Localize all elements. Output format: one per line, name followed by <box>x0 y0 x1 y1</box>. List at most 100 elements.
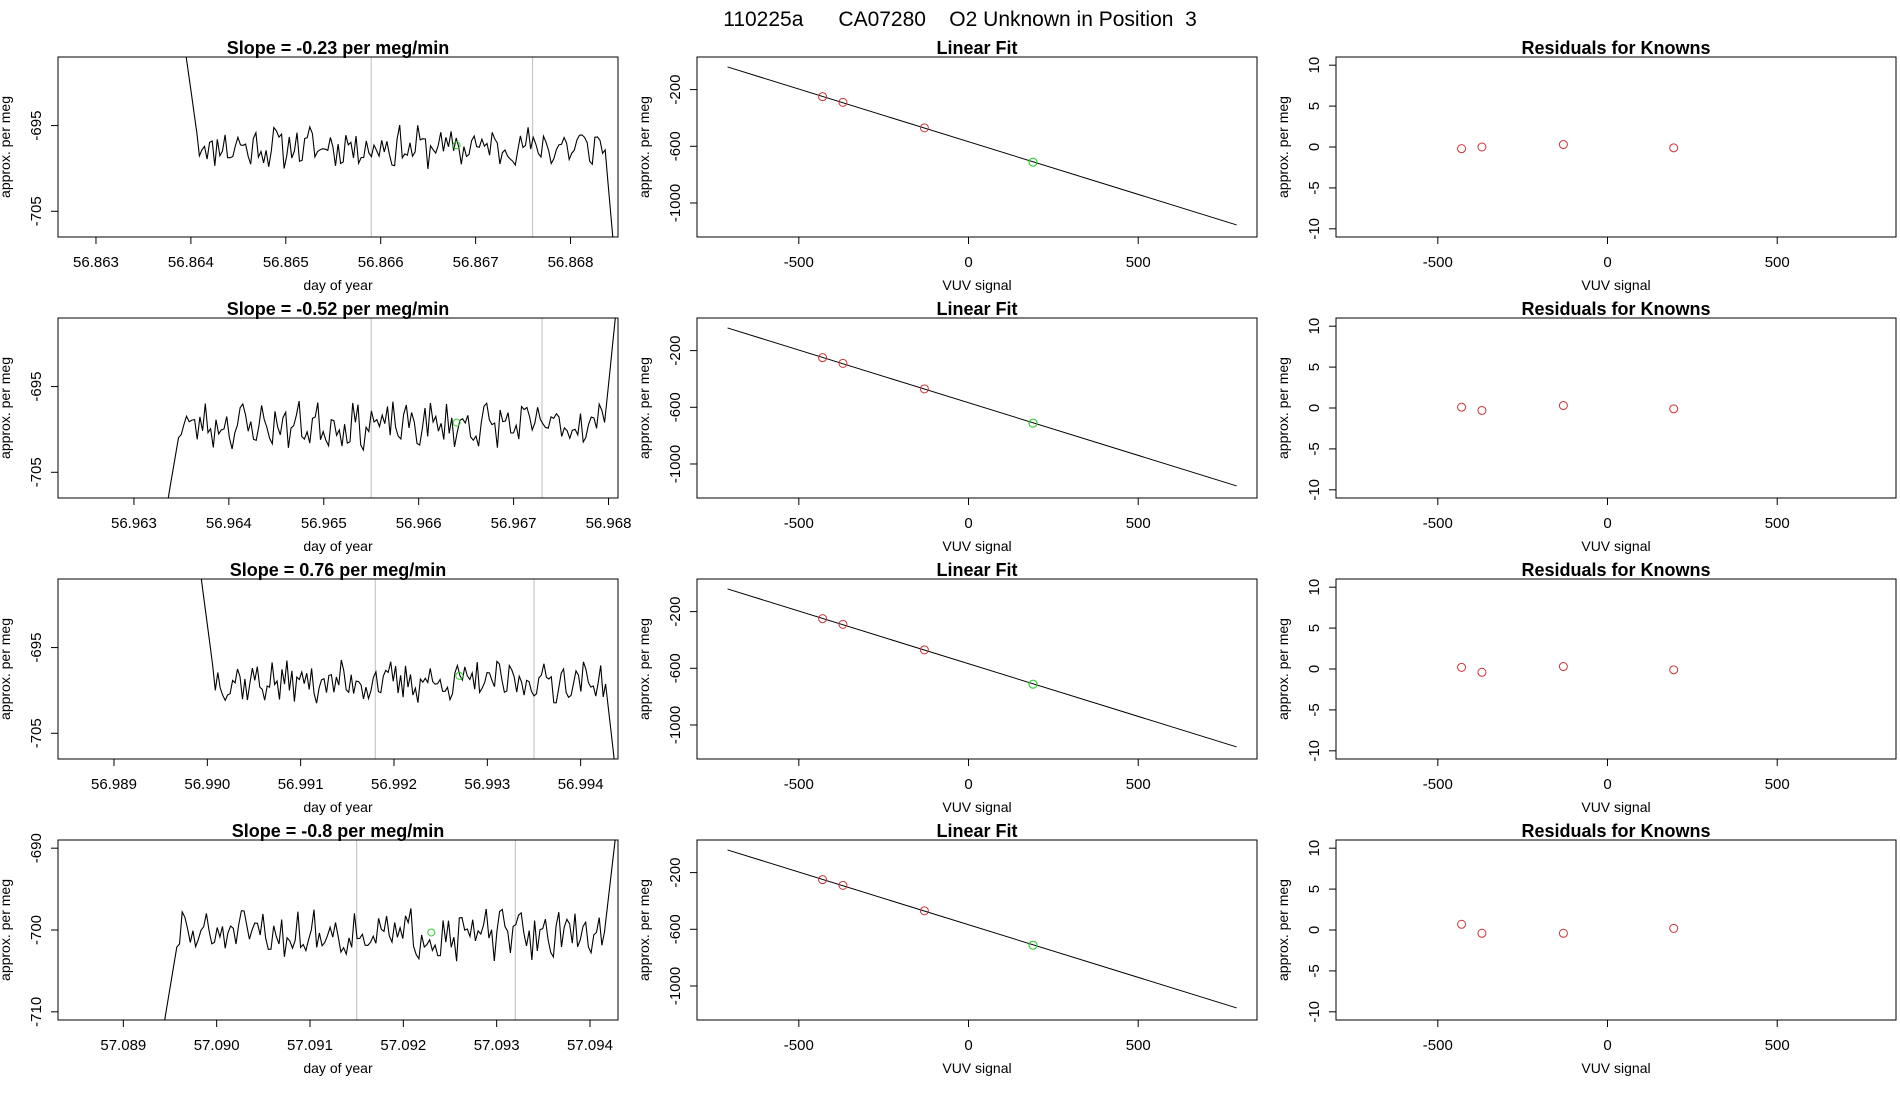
panel-title: Linear Fit <box>936 38 1017 58</box>
panel-title: Slope = 0.76 per meg/min <box>230 560 447 580</box>
x-tick-label: 0 <box>964 515 972 532</box>
x-tick-label: -500 <box>784 1037 814 1054</box>
plot-frame <box>1335 839 1897 1021</box>
plot-data <box>200 579 615 759</box>
x-tick-label: 500 <box>1126 1037 1151 1054</box>
y-tick-label: 0 <box>1306 404 1323 412</box>
panel-title: Linear Fit <box>936 299 1017 319</box>
x-tick-label: 56.868 <box>548 254 594 271</box>
known-standard-point <box>818 353 828 363</box>
x-tick-label: 0 <box>1603 515 1611 532</box>
x-tick-label: -500 <box>1423 515 1453 532</box>
known-standard-point <box>919 645 929 655</box>
y-tick-label: -200 <box>667 597 684 627</box>
plot-data <box>1457 140 1679 154</box>
residual-point <box>1477 667 1487 677</box>
x-tick-label: 56.866 <box>358 254 404 271</box>
plot-data <box>727 849 1237 1009</box>
x-tick-label: 56.968 <box>586 515 632 532</box>
unknown-mean-point <box>455 671 464 680</box>
x-tick-label: 500 <box>1126 254 1151 271</box>
unknown-mean-point <box>452 141 461 150</box>
x-axis-label: VUV signal <box>1581 538 1650 554</box>
x-tick-label: 500 <box>1765 254 1790 271</box>
panel-title: Slope = -0.8 per meg/min <box>232 821 445 841</box>
known-standard-point <box>818 92 828 102</box>
x-tick-label: 56.864 <box>168 254 214 271</box>
x-tick-label: 56.992 <box>371 776 417 793</box>
x-axis-label: VUV signal <box>942 1060 1011 1076</box>
known-standard-point <box>919 123 929 133</box>
y-tick-label: -10 <box>1306 1001 1323 1023</box>
y-tick-label: -10 <box>1306 479 1323 501</box>
x-tick-label: 57.092 <box>380 1037 426 1054</box>
x-tick-label: 500 <box>1765 515 1790 532</box>
residual-point <box>1669 143 1679 153</box>
y-axis-label: approx. per meg <box>636 879 652 981</box>
x-tick-label: 56.991 <box>278 776 324 793</box>
time-series-panel: Slope = -0.8 per meg/min day of year appro… <box>0 821 619 1076</box>
unknown-sample-point <box>1028 157 1038 167</box>
plot-frame <box>1335 578 1897 760</box>
plot-data <box>1457 662 1679 677</box>
y-tick-label: -1000 <box>667 967 684 1005</box>
residual-point <box>1669 923 1679 933</box>
known-standard-point <box>838 97 848 107</box>
y-tick-label: -705 <box>28 196 45 226</box>
panel-title: Slope = -0.52 per meg/min <box>227 299 450 319</box>
unknown-sample-point <box>1028 940 1038 950</box>
y-tick-label: 5 <box>1306 363 1323 371</box>
x-tick-label: 56.967 <box>491 515 537 532</box>
unknown-mean-point <box>427 928 436 937</box>
panel-title: Linear Fit <box>936 560 1017 580</box>
y-tick-label: -600 <box>667 392 684 422</box>
plot-data <box>164 840 616 1020</box>
x-tick-label: 500 <box>1765 1037 1790 1054</box>
known-standard-point <box>838 880 848 890</box>
x-tick-label: 56.994 <box>558 776 604 793</box>
panel-title: Residuals for Knowns <box>1521 560 1710 580</box>
y-axis-label: approx. per meg <box>636 357 652 459</box>
y-tick-label: -5 <box>1306 964 1323 977</box>
y-tick-label: -5 <box>1306 703 1323 716</box>
panel-title: Linear Fit <box>936 821 1017 841</box>
residual-point <box>1558 140 1568 150</box>
plot-frame <box>696 56 1258 238</box>
x-tick-label: 0 <box>1603 1037 1611 1054</box>
fit-line <box>727 66 1237 226</box>
x-tick-label: 56.989 <box>91 776 137 793</box>
plot-data <box>1457 919 1679 938</box>
per-meg-series-line <box>164 840 616 1020</box>
residual-point <box>1669 404 1679 414</box>
y-axis-label: approx. per meg <box>0 357 13 459</box>
y-tick-label: -695 <box>28 633 45 663</box>
x-tick-label: 0 <box>964 1037 972 1054</box>
y-axis-label: approx. per meg <box>636 618 652 720</box>
y-axis-label: approx. per meg <box>0 618 13 720</box>
x-axis-label: VUV signal <box>1581 277 1650 293</box>
x-tick-label: -500 <box>784 776 814 793</box>
per-meg-series-line <box>167 318 616 498</box>
y-tick-label: -705 <box>28 457 45 487</box>
plot-data <box>727 327 1237 487</box>
y-tick-label: 5 <box>1306 624 1323 632</box>
x-axis-label: day of year <box>303 799 373 815</box>
y-tick-label: 10 <box>1306 318 1323 335</box>
residuals-panel: Residuals for Knowns VUV signal approx. pe… <box>1275 299 1897 554</box>
known-standard-point <box>919 906 929 916</box>
x-tick-label: 0 <box>964 776 972 793</box>
known-standard-point <box>818 614 828 624</box>
x-tick-label: 500 <box>1126 515 1151 532</box>
x-tick-label: 57.090 <box>194 1037 240 1054</box>
plot-frame <box>57 578 619 760</box>
x-tick-label: 0 <box>1603 254 1611 271</box>
x-tick-label: -500 <box>784 515 814 532</box>
y-tick-label: -10 <box>1306 740 1323 762</box>
plot-frame <box>696 839 1258 1021</box>
x-tick-label: -500 <box>784 254 814 271</box>
y-tick-label: -690 <box>28 833 45 863</box>
panel-grid: Slope = -0.23 per meg/min day of year appr… <box>0 38 1897 1076</box>
y-tick-label: -5 <box>1306 181 1323 194</box>
fit-line <box>727 588 1237 748</box>
x-tick-label: 57.094 <box>567 1037 613 1054</box>
